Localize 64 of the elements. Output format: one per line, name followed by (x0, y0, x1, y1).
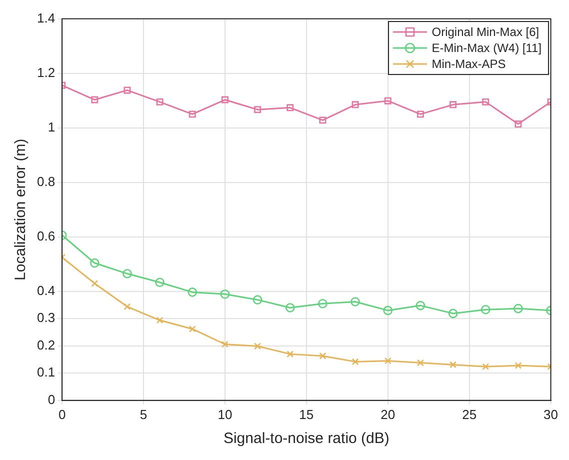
point (252, 295, 262, 304)
y-tick-label: 1.2 (36, 64, 56, 80)
y-tick-label: 0.6 (36, 228, 56, 244)
point (383, 306, 393, 316)
legend-label: Min-Max-APS (432, 56, 506, 72)
point (416, 110, 424, 118)
point (384, 357, 392, 364)
point (514, 304, 523, 314)
point (91, 96, 98, 104)
point (124, 303, 131, 310)
y-tick-label: 0.1 (36, 364, 56, 380)
point (318, 298, 328, 308)
y-axis-title: Localization error (m) (12, 138, 30, 280)
point (220, 289, 230, 299)
point (286, 350, 294, 358)
x-tick-label: 20 (380, 406, 396, 422)
point (286, 104, 294, 112)
x-tick-label: 0 (58, 406, 66, 422)
point (482, 98, 490, 106)
y-tick-label: 0.2 (36, 337, 56, 352)
point (188, 110, 196, 118)
point (319, 352, 326, 360)
point (350, 297, 360, 306)
point (90, 258, 100, 268)
y-tick-label: 0.8 (36, 174, 56, 189)
point (155, 278, 164, 288)
point (352, 358, 359, 366)
y-tick-label: 0.3 (36, 310, 56, 326)
point (480, 304, 490, 314)
point (319, 116, 326, 124)
point (416, 359, 424, 366)
point (156, 316, 164, 324)
point (450, 101, 457, 108)
legend-label: Original Min-Max [6] (432, 24, 540, 40)
point (122, 269, 132, 278)
x-tick-label: 15 (299, 406, 314, 422)
point (514, 120, 522, 128)
point (450, 361, 457, 368)
point (482, 363, 490, 370)
y-tick-label: 1.4 (36, 10, 56, 26)
point (221, 340, 228, 348)
point (285, 303, 295, 312)
x-tick-label: 10 (218, 406, 232, 422)
x-axis-title: Signal-to-noise ratio (dB) (223, 430, 390, 448)
point (124, 86, 131, 94)
y-tick-label: 0.4 (36, 282, 56, 298)
point (188, 326, 196, 332)
point (254, 106, 262, 114)
point (221, 96, 228, 104)
y-tick-label: 0 (48, 392, 56, 407)
point (156, 98, 164, 106)
point (352, 101, 359, 108)
x-tick-label: 5 (140, 406, 148, 422)
point (514, 362, 522, 369)
point (416, 300, 426, 310)
y-tick-label: 1 (48, 119, 56, 134)
legend-label: E-Min-Max (W4) [11] (432, 40, 542, 56)
point (448, 308, 458, 318)
point (254, 342, 262, 350)
point (188, 288, 198, 297)
x-tick-label: 30 (544, 406, 558, 422)
point (384, 97, 392, 104)
point (91, 280, 98, 287)
x-tick-label: 25 (462, 406, 477, 422)
